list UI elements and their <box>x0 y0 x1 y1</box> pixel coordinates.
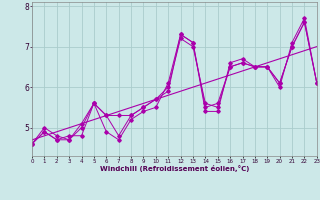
X-axis label: Windchill (Refroidissement éolien,°C): Windchill (Refroidissement éolien,°C) <box>100 165 249 172</box>
